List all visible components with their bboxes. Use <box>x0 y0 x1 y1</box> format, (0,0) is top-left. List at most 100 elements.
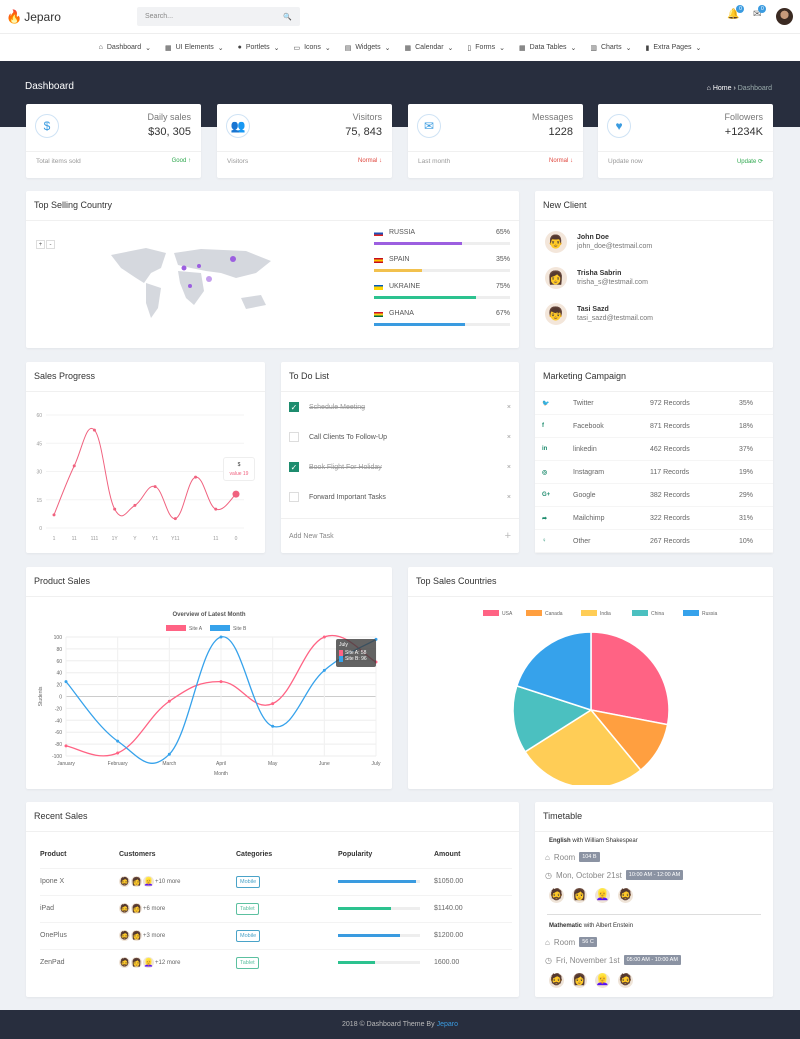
category-tag: Mobile <box>236 876 261 888</box>
data-point <box>232 490 240 498</box>
amount: $1140.00 <box>434 894 512 922</box>
card-title: Recent Sales <box>34 811 88 821</box>
client-item[interactable]: 👦 Tasi Sazd tasi_sazd@testmail.com <box>545 303 653 325</box>
nav-label: Charts <box>600 44 622 51</box>
mail-icon[interactable]: ✉ 0 <box>753 5 767 20</box>
nav-dashboard[interactable]: ⌂ Dashboard ⌄ <box>98 44 151 52</box>
client-item[interactable]: 👨 John Doe john_doe@testmail.com <box>545 231 652 253</box>
nav-extra-pages[interactable]: ▮ Extra Pages ⌄ <box>645 44 702 52</box>
new-client-card: New Client 👨 John Doe john_doe@testmail.c… <box>535 191 773 348</box>
data-point <box>271 724 275 728</box>
pie-slice <box>590 631 670 726</box>
breadcrumb-home[interactable]: Home <box>712 85 732 92</box>
nav-calendar[interactable]: ▦ Calendar ⌄ <box>404 44 454 52</box>
top-sales-pie-chart[interactable]: USA Canada India China Russia <box>408 603 773 785</box>
nav-icons[interactable]: ▭ Icons ⌄ <box>293 44 331 52</box>
country-name: GHANA <box>389 310 414 317</box>
product-name: Ipone X <box>40 867 119 895</box>
nav-charts[interactable]: ▥ Charts ⌄ <box>590 44 632 52</box>
product-name: ZenPad <box>40 948 119 976</box>
card-title: To Do List <box>289 371 330 381</box>
map-zoom-in-button[interactable]: + <box>36 240 45 249</box>
table-row[interactable]: Ipone X 🧔 👩 👱‍♀️ +10 more Mobile $1050.00 <box>40 867 512 895</box>
nav-data-tables[interactable]: ▦ Data Tables ⌄ <box>519 44 577 52</box>
customer-avatar: 👩 <box>131 876 142 887</box>
flame-logo-icon: 🔥 <box>6 9 23 24</box>
palette-icon: ● <box>237 44 242 51</box>
campaign-records: 117 Records <box>650 468 690 476</box>
todo-checkbox[interactable]: ✓ <box>289 462 299 472</box>
customers-more[interactable]: +10 more <box>155 878 181 885</box>
delete-icon[interactable]: × <box>506 463 511 471</box>
table-row[interactable]: iPad 🧔 👩 +6 more Tablet $1140.00 <box>40 894 512 922</box>
home-icon: ⌂ <box>98 44 103 51</box>
bell-icon[interactable]: 🔔 0 <box>727 5 745 20</box>
plus-icon[interactable]: + <box>504 530 511 542</box>
campaign-row: ➦ Mailchimp 322 Records 31% <box>535 507 773 530</box>
column-header: Product <box>40 851 67 859</box>
table-icon: ▦ <box>519 44 526 52</box>
tooltip-label: value <box>229 471 242 477</box>
client-item[interactable]: 👩 Trisha Sabrin trisha_s@testmail.com <box>545 267 648 289</box>
notification-badge: 0 <box>736 5 745 13</box>
search-icon[interactable]: 🔍 <box>283 13 292 21</box>
campaign-records: 322 Records <box>650 514 690 522</box>
table-row[interactable]: OnePlus 🧔 👩 +3 more Mobile $1200.00 <box>40 921 512 949</box>
date: Fri, November 1st <box>555 955 620 965</box>
clock-icon: ◷ <box>545 955 552 965</box>
card-title: Marketing Campaign <box>543 371 627 381</box>
add-task-input[interactable]: Add New Task + <box>289 530 511 542</box>
table-row[interactable]: ZenPad 🧔 👩 👱‍♀️ +12 more Tablet 1600.00 <box>40 948 512 976</box>
data-point <box>92 428 96 432</box>
flag-icon <box>374 231 383 236</box>
map-zoom-out-button[interactable]: - <box>46 240 55 249</box>
campaign-row: f Facebook 871 Records 18% <box>535 415 773 438</box>
client-name: Tasi Sazd <box>577 306 609 313</box>
todo-item: Forward Important Tasks × <box>289 492 511 502</box>
nav-portlets[interactable]: ● Portlets ⌄ <box>237 44 280 52</box>
todo-checkbox[interactable]: ✓ <box>289 402 299 412</box>
popularity-bar <box>338 880 420 883</box>
delete-icon[interactable]: × <box>506 493 511 501</box>
y-tick-label: -80 <box>55 742 62 748</box>
file-icon: ▮ <box>645 44 650 52</box>
product-sales-chart[interactable]: Overview of Latest Month Site A Site B 100 8… <box>26 603 392 785</box>
campaign-name: Other <box>573 537 591 545</box>
nav-widgets[interactable]: ▤ Widgets ⌄ <box>344 44 391 52</box>
card-title: Product Sales <box>34 576 91 586</box>
nav-forms[interactable]: ▯ Forms ⌄ <box>467 44 505 52</box>
country-percent: 67% <box>495 310 510 317</box>
x-tick-label: March <box>162 761 176 767</box>
customers-more[interactable]: +3 more <box>143 932 166 939</box>
world-map[interactable] <box>106 243 276 323</box>
user-avatar[interactable] <box>776 8 793 25</box>
customers-more[interactable]: +12 more <box>155 959 181 966</box>
logo[interactable]: 🔥 Jeparo <box>6 9 61 25</box>
todo-text: Call Clients To Follow-Up <box>309 433 388 441</box>
nav-label: Extra Pages <box>653 44 692 51</box>
facebook-icon: f <box>542 423 544 429</box>
attendee-avatar: 🧔 <box>549 973 564 988</box>
subject: English <box>549 838 571 844</box>
flag-icon <box>374 258 383 263</box>
search-input[interactable]: Search... 🔍 <box>137 7 300 26</box>
amount: $1200.00 <box>434 921 512 949</box>
todo-checkbox[interactable] <box>289 432 299 442</box>
y-tick-label: 0 <box>39 526 42 532</box>
footer-link[interactable]: Jeparo <box>436 1021 458 1028</box>
stat-status[interactable]: Update ⟳ <box>736 159 763 165</box>
data-point <box>133 503 137 507</box>
todo-text: Schedule Meeting <box>309 403 366 411</box>
nav-label: UI Elements <box>175 44 214 51</box>
delete-icon[interactable]: × <box>506 403 511 411</box>
chart-icon: ▥ <box>590 44 597 52</box>
time-chip: 05:00 AM - 10:00 AM <box>623 955 681 965</box>
todo-checkbox[interactable] <box>289 492 299 502</box>
customers-more[interactable]: +6 more <box>143 905 166 912</box>
marketing-campaign-card: Marketing Campaign 🐦 Twitter 972 Records… <box>535 362 773 553</box>
delete-icon[interactable]: × <box>506 433 511 441</box>
nav-ui-elements[interactable]: ▦ UI Elements ⌄ <box>165 44 224 52</box>
campaign-percent: 31% <box>739 514 754 522</box>
main-nav: ⌂ Dashboard ⌄ ▦ UI Elements ⌄ ● Portlets ⌄ ▭ Ic… <box>0 33 800 61</box>
